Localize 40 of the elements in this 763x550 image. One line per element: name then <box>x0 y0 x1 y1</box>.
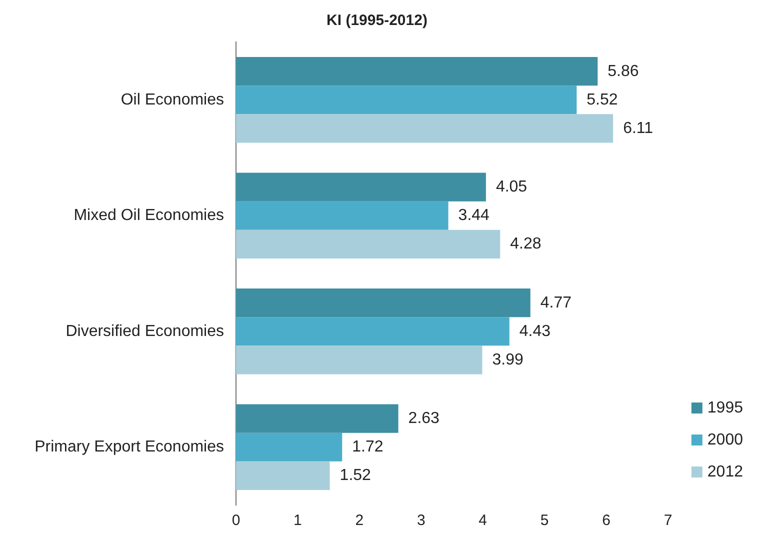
data-label: 5.86 <box>608 62 639 80</box>
data-label: 4.28 <box>510 236 542 253</box>
chart-title: KI (1995-2012) <box>326 12 428 29</box>
bar <box>236 201 448 230</box>
legend-label: 1995 <box>707 400 744 416</box>
data-label: 6.11 <box>623 120 654 137</box>
x-tick-label: 4 <box>478 512 488 529</box>
legend-label: 2012 <box>707 464 744 480</box>
data-label: 1.72 <box>352 438 384 456</box>
data-label: 5.52 <box>586 91 618 108</box>
bar <box>236 404 398 433</box>
data-label: 4.77 <box>540 294 572 312</box>
data-label: 1.52 <box>340 467 372 484</box>
x-tick-label: 6 <box>602 512 610 529</box>
x-tick-label: 0 <box>232 512 240 529</box>
y-tick-label: Mixed Oil Economies <box>74 207 224 224</box>
x-tick-label: 5 <box>540 512 549 529</box>
bar <box>236 461 330 490</box>
x-tick-label: 7 <box>664 512 672 529</box>
bar <box>236 346 482 374</box>
y-tick-label: Primary Export Economies <box>34 438 224 456</box>
bar <box>236 172 486 202</box>
y-tick-label: Oil Economies <box>120 91 224 108</box>
bar <box>236 317 510 346</box>
data-label: 4.05 <box>496 178 528 196</box>
x-tick-label: 3 <box>416 512 426 529</box>
bar <box>236 57 598 86</box>
data-label: 3.99 <box>492 351 524 368</box>
y-tick-label: Diversified Economies <box>66 322 224 340</box>
bar <box>236 288 530 318</box>
bar <box>236 86 577 114</box>
bar <box>236 114 614 143</box>
bar <box>236 230 500 258</box>
data-label: 2.63 <box>408 410 440 428</box>
x-tick-label: 2 <box>355 512 364 529</box>
x-tick-label: 1 <box>294 512 302 529</box>
bar <box>236 432 342 462</box>
legend-label: 2000 <box>707 432 744 448</box>
data-label: 4.43 <box>519 322 551 340</box>
data-label: 3.44 <box>458 207 490 224</box>
